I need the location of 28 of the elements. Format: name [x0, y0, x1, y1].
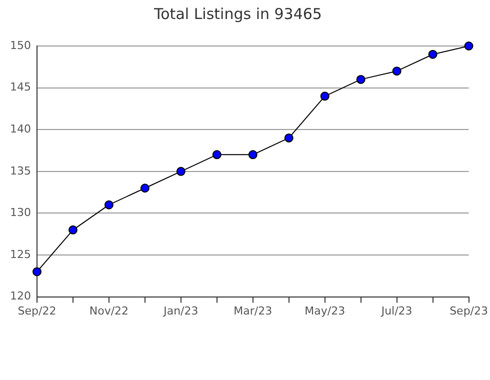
y-tick-label: 145	[10, 80, 31, 94]
point	[104, 200, 114, 210]
y-tick-label: 150	[10, 38, 31, 52]
x-tick-label: May/23	[304, 304, 346, 318]
point	[212, 150, 222, 160]
y-tick-label: 120	[10, 290, 31, 303]
x-tick-label: Nov/22	[89, 304, 129, 318]
point	[320, 92, 330, 101]
point	[32, 267, 42, 276]
point	[392, 66, 402, 76]
y-tick-label: 125	[10, 248, 31, 261]
x-tick-label: Sep/23	[450, 304, 488, 318]
point	[284, 133, 294, 142]
x-tick-label: Jul/23	[380, 304, 412, 318]
point	[68, 225, 78, 234]
point	[428, 50, 438, 59]
point	[176, 166, 186, 176]
y-tick-label: 135	[10, 164, 31, 178]
x-tick-label: Jan/23	[162, 304, 198, 318]
point	[464, 42, 474, 50]
y-tick-label: 140	[10, 122, 31, 136]
point	[356, 74, 366, 84]
x-tick-label: Sep/22	[18, 304, 56, 318]
point	[140, 184, 150, 193]
point	[248, 150, 258, 160]
y-tick-label: 130	[10, 206, 31, 220]
chart-title: Total Listings in 93465	[153, 4, 322, 23]
x-tick-label: Mar/23	[234, 304, 272, 318]
